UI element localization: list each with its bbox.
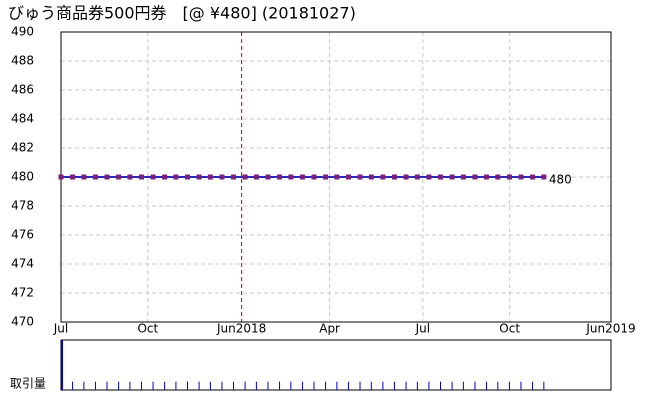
y-tick-label: 472 (11, 286, 34, 300)
price-marker (368, 174, 374, 180)
price-marker (242, 174, 248, 180)
price-marker (518, 174, 524, 180)
price-marker (460, 174, 466, 180)
y-tick-label: 470 (11, 315, 34, 329)
y-tick-label: 488 (11, 54, 34, 68)
price-marker (219, 174, 225, 180)
price-marker (495, 174, 501, 180)
x-tick-label: Oct (137, 322, 158, 336)
price-marker (299, 174, 305, 180)
price-marker (150, 174, 156, 180)
price-marker (265, 174, 271, 180)
price-marker (185, 174, 190, 180)
end-value-label: 480 (549, 173, 572, 187)
price-marker (334, 174, 340, 180)
x-tick-label: Apr (319, 322, 340, 336)
price-marker (127, 174, 133, 180)
price-marker (92, 174, 98, 180)
price-marker (449, 174, 455, 180)
price-marker (506, 174, 512, 180)
price-marker (403, 174, 409, 180)
price-marker (345, 174, 351, 180)
price-marker (380, 174, 386, 180)
y-tick-label: 490 (11, 25, 34, 39)
price-marker (196, 174, 202, 180)
price-marker (253, 174, 259, 180)
y-tick-label: 482 (11, 141, 34, 155)
price-marker (116, 174, 122, 180)
chart-title: びゅう商品券500円券 [@ ¥480] (20181027) (8, 4, 356, 23)
volume-frame (60, 339, 612, 391)
price-marker (58, 174, 64, 180)
price-marker (104, 174, 110, 180)
x-tick-label: Jun2019 (585, 322, 635, 336)
volume-label: 取引量 (10, 377, 46, 391)
price-marker (357, 174, 363, 180)
price-marker (207, 174, 213, 180)
price-marker (438, 174, 443, 180)
price-marker (311, 174, 317, 180)
price-marker (138, 174, 144, 180)
price-marker (173, 174, 179, 180)
price-marker (391, 174, 397, 180)
price-marker (277, 174, 283, 180)
price-marker (162, 174, 168, 180)
price-marker (231, 174, 237, 180)
price-marker (414, 174, 420, 180)
price-marker (541, 174, 547, 180)
y-tick-label: 474 (11, 257, 34, 271)
price-marker (81, 174, 87, 180)
x-tick-label: Oct (499, 322, 520, 336)
x-tick-label: Jul (53, 322, 68, 336)
x-tick-label: Jun2018 (216, 322, 266, 336)
price-marker (484, 174, 490, 180)
price-marker (472, 174, 478, 180)
y-tick-label: 486 (11, 83, 34, 97)
y-tick-label: 480 (11, 170, 34, 184)
y-tick-label: 476 (11, 228, 34, 242)
price-marker (288, 174, 294, 180)
price-marker (70, 174, 76, 180)
x-tick-label: Jul (415, 322, 430, 336)
price-marker (530, 174, 536, 180)
price-marker (323, 174, 329, 180)
y-tick-label: 484 (11, 112, 34, 126)
price-marker (426, 174, 432, 180)
y-tick-label: 478 (11, 199, 34, 213)
